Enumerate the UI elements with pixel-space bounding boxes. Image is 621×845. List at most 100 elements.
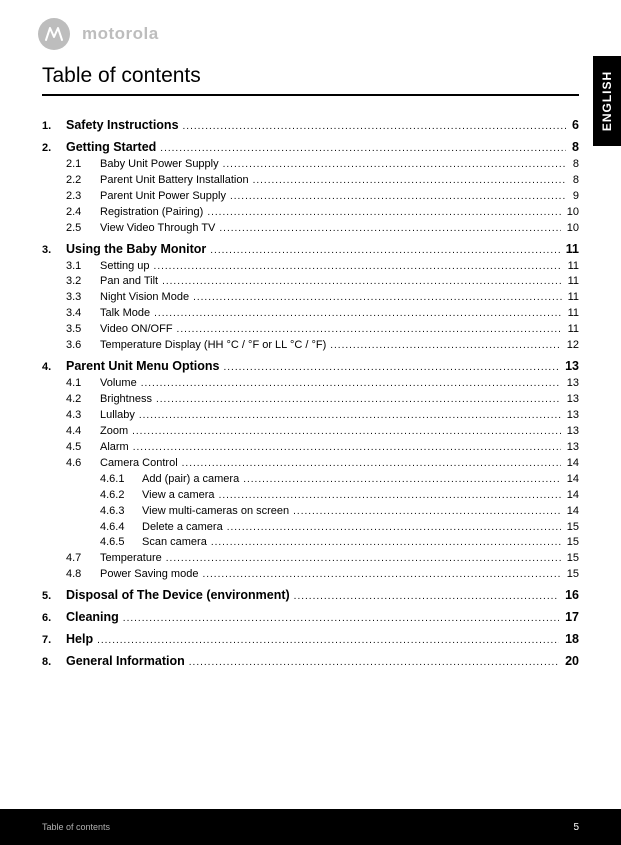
toc-row: 5.Disposal of The Device (environment)16 [42, 586, 579, 605]
toc-leader [219, 488, 561, 504]
toc-row: 1.Safety Instructions6 [42, 116, 579, 135]
toc-page: 8 [573, 157, 579, 173]
toc-row: 8.General Information 20 [42, 652, 579, 671]
toc-number: 4. [42, 360, 66, 376]
toc-number: 3.6 [66, 338, 100, 354]
toc-number: 2.2 [66, 173, 100, 189]
toc-label: Power Saving mode [100, 567, 198, 583]
toc-label: Camera Control [100, 456, 178, 472]
toc-number: 4.2 [66, 392, 100, 408]
toc-number: 2.4 [66, 205, 100, 221]
toc-row: 4.6.2View a camera 14 [42, 488, 579, 504]
toc-leader [189, 655, 559, 671]
toc-leader [210, 243, 560, 259]
toc-number: 8. [42, 655, 66, 671]
toc-row: 4.7Temperature15 [42, 551, 579, 567]
toc-label: Add (pair) a camera [142, 472, 239, 488]
toc-label: View Video Through TV [100, 221, 215, 237]
toc-label: Brightness [100, 392, 152, 408]
toc-page: 13 [567, 408, 579, 424]
toc-leader [227, 520, 561, 536]
toc-row: 3.4Talk Mode11 [42, 306, 579, 322]
toc-leader [293, 504, 561, 520]
toc-number: 4.6.2 [100, 488, 142, 504]
page-title: Table of contents [42, 64, 579, 96]
toc-label: General Information [66, 652, 185, 670]
toc-row: 7.Help18 [42, 630, 579, 649]
language-tab-label: ENGLISH [600, 71, 614, 131]
toc-leader [183, 119, 567, 135]
toc-leader [223, 360, 559, 376]
toc-page: 15 [567, 520, 579, 536]
toc-leader [123, 611, 559, 627]
toc-number: 4.6.1 [100, 472, 142, 488]
toc-leader [253, 173, 567, 189]
toc-page: 11 [568, 274, 579, 290]
toc-leader [219, 221, 560, 237]
toc-leader [166, 551, 561, 567]
toc-label: Parent Unit Power Supply [100, 189, 226, 205]
toc-row: 3.Using the Baby Monitor 11 [42, 240, 579, 259]
toc-number: 4.1 [66, 376, 100, 392]
toc-page: 9 [573, 189, 579, 205]
toc-number: 3.2 [66, 274, 100, 290]
toc-label: Alarm [100, 440, 129, 456]
toc-label: Temperature Display (HH °C / °F or LL °C… [100, 338, 326, 354]
toc-row: 4.6.4Delete a camera15 [42, 520, 579, 536]
toc-leader [132, 424, 561, 440]
toc-label: Using the Baby Monitor [66, 240, 206, 258]
toc-number: 2.3 [66, 189, 100, 205]
toc-label: View multi-cameras on screen [142, 504, 289, 520]
toc-number: 3. [42, 243, 66, 259]
toc-leader [162, 274, 561, 290]
toc-page: 14 [567, 488, 579, 504]
toc-row: 2.2Parent Unit Battery Installation8 [42, 173, 579, 189]
toc-row: 4.4Zoom13 [42, 424, 579, 440]
toc-row: 4.5Alarm13 [42, 440, 579, 456]
footer-title: Table of contents [42, 822, 110, 832]
toc-number: 3.3 [66, 290, 100, 306]
toc-leader [230, 189, 567, 205]
toc-number: 4.7 [66, 551, 100, 567]
toc-label: Scan camera [142, 535, 207, 551]
toc-leader [182, 456, 561, 472]
toc-leader [97, 633, 559, 649]
toc-label: Registration (Pairing) [100, 205, 203, 221]
toc-leader [243, 472, 561, 488]
toc-label: View a camera [142, 488, 215, 504]
toc-leader [133, 440, 561, 456]
toc-label: Talk Mode [100, 306, 150, 322]
toc-number: 4.6 [66, 456, 100, 472]
toc-label: Zoom [100, 424, 128, 440]
toc-row: 4.1Volume 13 [42, 376, 579, 392]
toc-leader [294, 589, 559, 605]
toc-page: 18 [565, 630, 579, 648]
toc-label: Lullaby [100, 408, 135, 424]
toc-row: 4.6.3View multi-cameras on screen14 [42, 504, 579, 520]
toc-number: 4.3 [66, 408, 100, 424]
header: motorola [0, 0, 621, 60]
toc-page: 13 [567, 376, 579, 392]
toc-page: 14 [567, 456, 579, 472]
toc-row: 2.Getting Started8 [42, 138, 579, 157]
toc-leader [139, 408, 561, 424]
toc-page: 20 [565, 652, 579, 670]
toc-label: Volume [100, 376, 137, 392]
toc-page: 15 [567, 567, 579, 583]
toc-leader [330, 338, 561, 354]
toc-number: 3.1 [66, 259, 100, 275]
toc-number: 2. [42, 141, 66, 157]
toc-number: 4.6.3 [100, 504, 142, 520]
toc-label: Safety Instructions [66, 116, 179, 134]
toc-page: 11 [566, 240, 579, 258]
toc-leader [202, 567, 560, 583]
toc-page: 11 [568, 306, 579, 322]
toc-leader [156, 392, 561, 408]
toc-page: 13 [567, 392, 579, 408]
toc-label: Disposal of The Device (environment) [66, 586, 290, 604]
toc-label: Baby Unit Power Supply [100, 157, 219, 173]
toc-row: 4.2Brightness 13 [42, 392, 579, 408]
toc-row: 3.5Video ON/OFF11 [42, 322, 579, 338]
toc-page: 11 [568, 259, 579, 275]
content-area: Table of contents 1.Safety Instructions6… [0, 64, 621, 671]
